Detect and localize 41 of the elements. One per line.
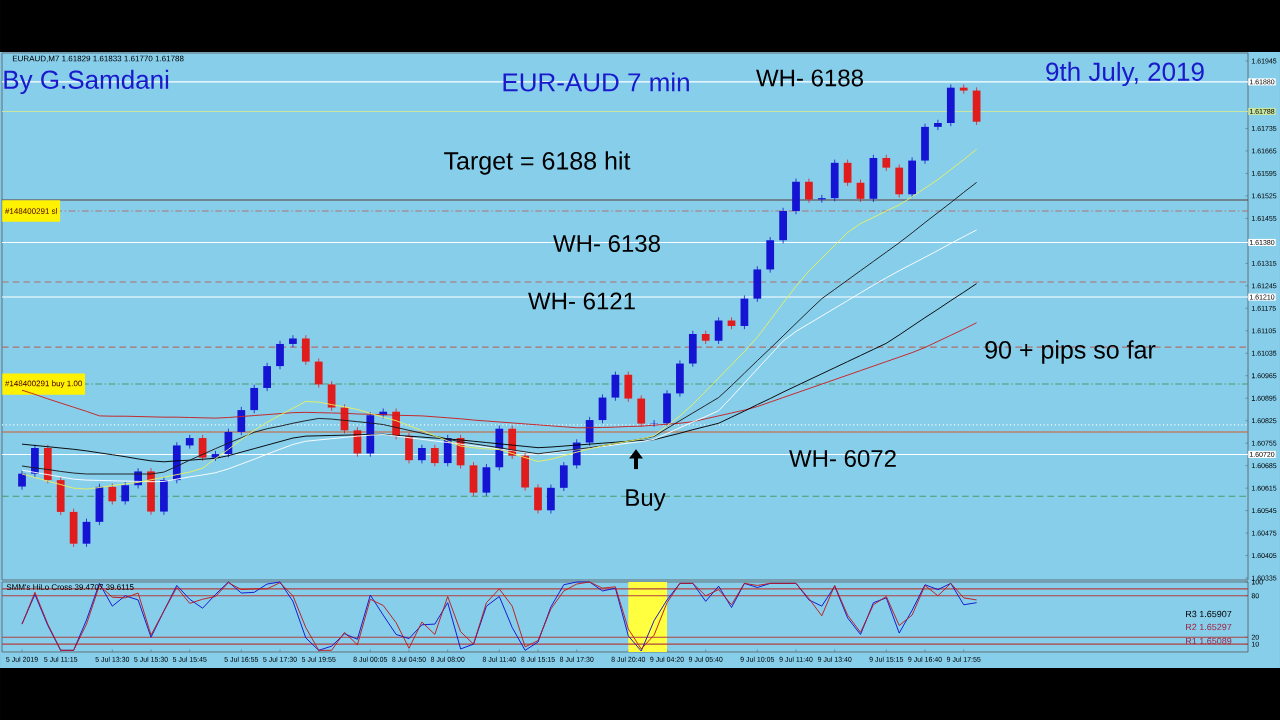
candlestick bbox=[805, 178, 813, 204]
candlestick bbox=[263, 362, 271, 392]
annotation: WH- 6188 bbox=[756, 69, 863, 87]
annotation: WH- 6121 bbox=[528, 292, 635, 310]
candlestick bbox=[82, 518, 91, 548]
candlestick bbox=[611, 371, 620, 402]
candlestick bbox=[547, 484, 555, 514]
candlestick bbox=[301, 334, 310, 366]
text: R2 1.65297 bbox=[1186, 623, 1232, 631]
candlestick bbox=[418, 444, 426, 464]
candlestick bbox=[843, 159, 852, 187]
candlestick bbox=[250, 384, 259, 414]
annotation: WH- 6138 bbox=[553, 234, 660, 252]
text: 9th July, 2019 bbox=[1046, 61, 1204, 87]
text: EUR-AUD 7 min bbox=[503, 72, 689, 92]
candlestick bbox=[276, 340, 284, 370]
candlestick bbox=[650, 419, 658, 428]
annotation: By G.Samdani bbox=[4, 69, 169, 95]
annotation: EURAUD,M7 1.61829 1.61833 1.61770 1.61788 bbox=[12, 55, 184, 63]
candlestick bbox=[534, 483, 542, 514]
candlestick bbox=[314, 358, 323, 389]
ref-line-label: #148400291 sl bbox=[4, 208, 57, 214]
text: 90 + pips so far bbox=[985, 340, 1156, 364]
candlestick bbox=[714, 316, 723, 345]
candlestick bbox=[18, 470, 26, 491]
annotation: WH- 6072 bbox=[789, 449, 896, 467]
candlestick bbox=[237, 406, 246, 436]
ref-line-label: #148400291 buy 1.00 bbox=[4, 380, 83, 388]
candlestick bbox=[959, 84, 968, 95]
candlestick bbox=[559, 461, 568, 492]
candlestick bbox=[121, 481, 130, 505]
text: R1 1.65089 bbox=[1186, 637, 1232, 645]
text: R3 1.65907 bbox=[1186, 610, 1232, 618]
candlestick bbox=[108, 483, 117, 505]
candlestick bbox=[856, 179, 865, 203]
candlestick bbox=[430, 444, 439, 467]
candlestick bbox=[289, 334, 297, 348]
candlestick bbox=[624, 371, 633, 403]
annotation: Buy bbox=[626, 489, 666, 511]
annotation: Target = 6188 hit bbox=[444, 151, 631, 175]
candlestick bbox=[934, 119, 942, 131]
